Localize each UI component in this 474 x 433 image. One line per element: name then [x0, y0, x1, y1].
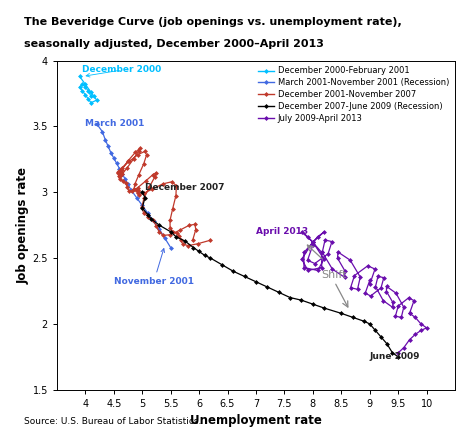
Text: Source: U.S. Bureau of Labor Statistics.: Source: U.S. Bureau of Labor Statistics.	[24, 417, 201, 427]
Text: December 2007: December 2007	[145, 183, 225, 192]
Text: Shift: Shift	[321, 270, 347, 280]
Text: seasonally adjusted, December 2000–April 2013: seasonally adjusted, December 2000–April…	[24, 39, 324, 49]
Text: The Beveridge Curve (job openings vs. unemployment rate),: The Beveridge Curve (job openings vs. un…	[24, 17, 401, 27]
Text: December 2000: December 2000	[82, 65, 162, 77]
Legend: December 2000-February 2001, March 2001-November 2001 (Recession), December 2001: December 2000-February 2001, March 2001-…	[256, 65, 451, 125]
Text: June 2009: June 2009	[370, 352, 420, 362]
X-axis label: Unemployment rate: Unemployment rate	[190, 414, 322, 427]
Text: March 2001: March 2001	[85, 120, 145, 129]
Text: November 2001: November 2001	[114, 249, 194, 286]
Y-axis label: Job openings rate: Job openings rate	[17, 167, 29, 284]
Text: April 2013: April 2013	[256, 227, 308, 236]
